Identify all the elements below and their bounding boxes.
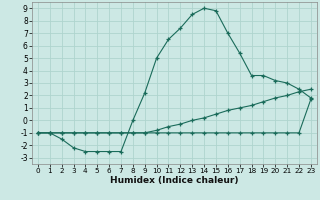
- X-axis label: Humidex (Indice chaleur): Humidex (Indice chaleur): [110, 176, 239, 185]
